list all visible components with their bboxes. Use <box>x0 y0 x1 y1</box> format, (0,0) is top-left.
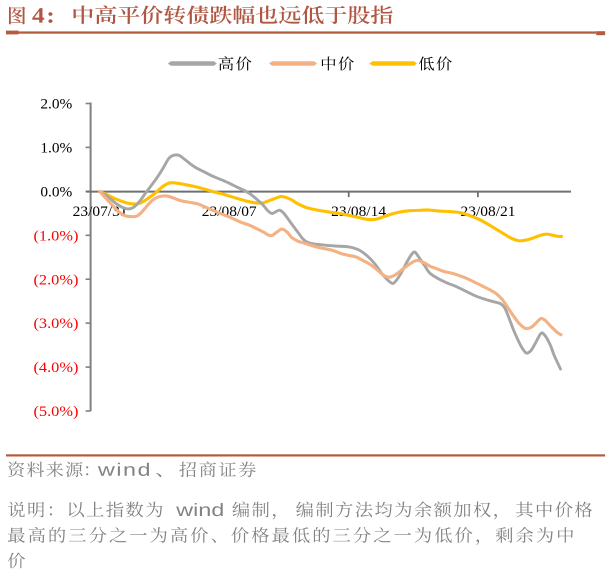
svg-text:23/08/07: 23/08/07 <box>202 204 257 220</box>
svg-text:(3.0%): (3.0%) <box>34 316 79 332</box>
svg-text:(5.0%): (5.0%) <box>34 404 79 420</box>
svg-text:0.0%: 0.0% <box>40 185 72 201</box>
svg-text:23/08/21: 23/08/21 <box>461 204 516 220</box>
svg-text:(1.0%): (1.0%) <box>34 228 79 244</box>
svg-text:2.0%: 2.0% <box>40 97 72 113</box>
svg-text:1.0%: 1.0% <box>40 141 72 157</box>
svg-text:(4.0%): (4.0%) <box>34 360 79 376</box>
svg-text:(2.0%): (2.0%) <box>34 272 79 288</box>
